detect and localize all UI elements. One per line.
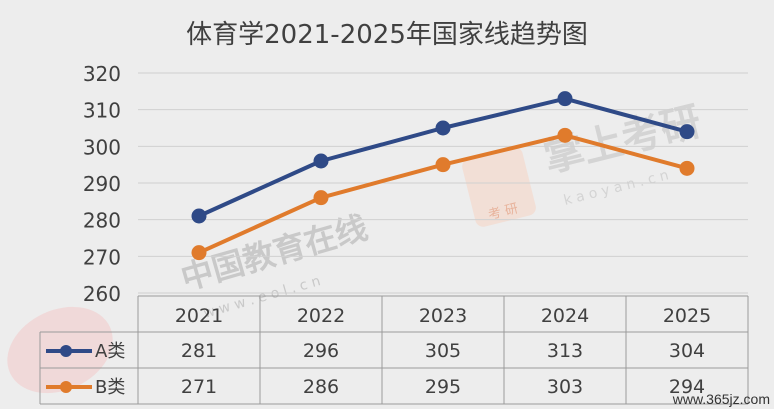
table-value: 296 bbox=[303, 340, 339, 362]
kaoyan-badge-text: 考 研 bbox=[487, 201, 520, 223]
table-value: 295 bbox=[425, 376, 461, 398]
y-tick-label: 300 bbox=[83, 135, 121, 159]
data-point bbox=[313, 190, 329, 206]
data-point bbox=[191, 208, 207, 224]
y-tick-label: 260 bbox=[83, 282, 121, 306]
y-tick-label: 320 bbox=[83, 62, 121, 86]
data-point bbox=[557, 91, 573, 107]
data-point bbox=[435, 157, 451, 173]
y-tick-label: 310 bbox=[83, 99, 121, 123]
y-tick-label: 270 bbox=[83, 245, 121, 269]
table-value: 286 bbox=[303, 376, 339, 398]
table-value: 304 bbox=[669, 340, 705, 362]
kaoyan-badge bbox=[462, 147, 536, 227]
legend-marker-0 bbox=[60, 345, 72, 357]
table-value: 281 bbox=[181, 340, 217, 362]
chart-title: 体育学2021-2025年国家线趋势图 bbox=[186, 20, 588, 50]
legend-label-1: B类 bbox=[95, 377, 125, 398]
x-category-label: 2021 bbox=[175, 305, 223, 327]
x-category-label: 2024 bbox=[541, 305, 589, 327]
data-point bbox=[679, 124, 695, 140]
x-category-label: 2023 bbox=[419, 305, 467, 327]
legend-marker-1 bbox=[60, 381, 72, 393]
table-value: 313 bbox=[547, 340, 583, 362]
data-point bbox=[557, 127, 573, 143]
data-point bbox=[313, 153, 329, 169]
x-category-label: 2022 bbox=[297, 305, 345, 327]
footer-credit: www.365jz.com bbox=[672, 391, 770, 407]
data-point bbox=[679, 160, 695, 176]
table-value: 271 bbox=[181, 376, 217, 398]
x-category-label: 2025 bbox=[663, 305, 711, 327]
y-tick-label: 280 bbox=[83, 209, 121, 233]
legend-label-0: A类 bbox=[95, 341, 125, 362]
table-value: 305 bbox=[425, 340, 461, 362]
table-value: 294 bbox=[669, 376, 705, 398]
table-value: 303 bbox=[547, 376, 583, 398]
data-point bbox=[191, 245, 207, 261]
data-point bbox=[435, 120, 451, 136]
y-tick-label: 290 bbox=[83, 172, 121, 196]
